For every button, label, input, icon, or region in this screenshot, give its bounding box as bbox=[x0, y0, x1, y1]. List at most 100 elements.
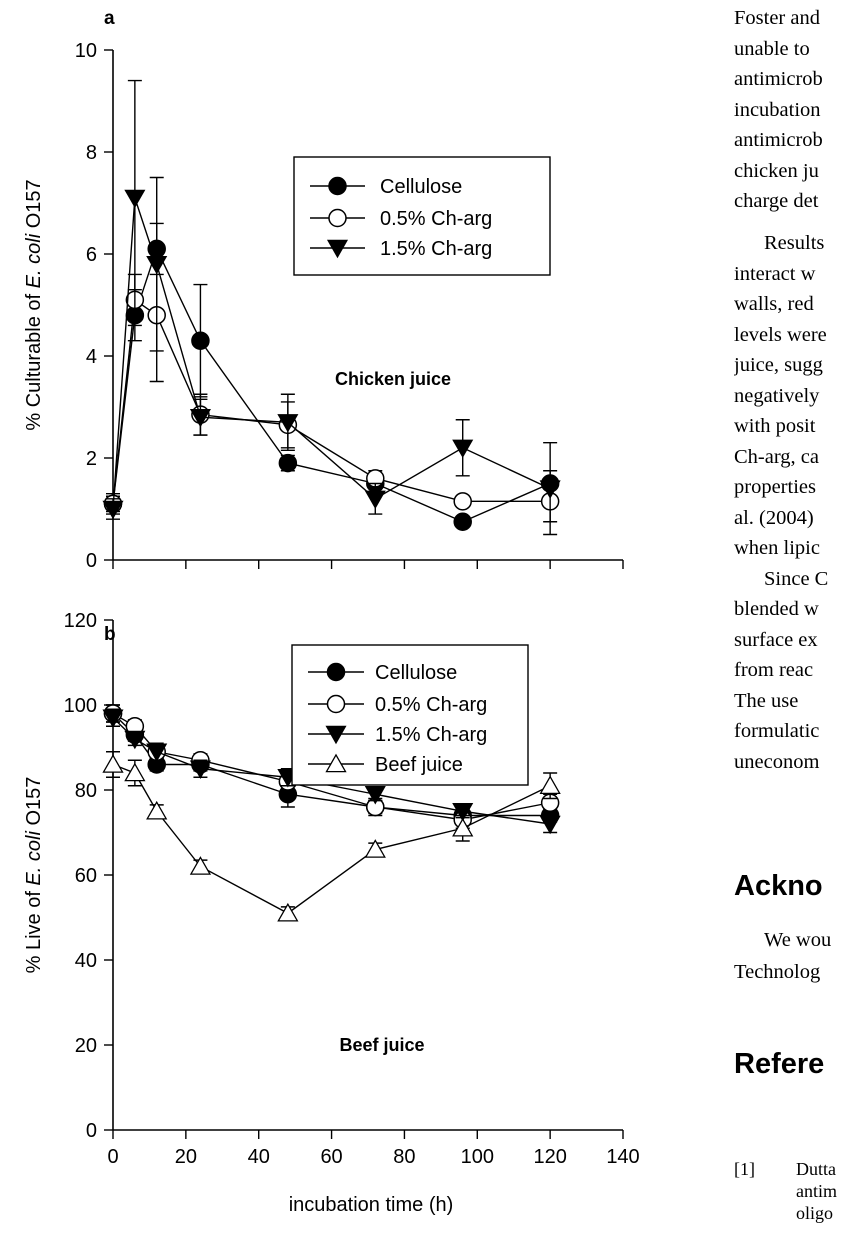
legend-entry: Beef juice bbox=[375, 754, 463, 776]
legend-marker bbox=[328, 176, 347, 196]
body-text-line: Since C bbox=[764, 567, 829, 590]
series-3 bbox=[102, 751, 561, 922]
data-point bbox=[539, 775, 561, 794]
legend-entry: 0.5% Ch-arg bbox=[380, 208, 492, 230]
data-point bbox=[539, 815, 561, 835]
y-tick-label: 0 bbox=[86, 550, 97, 572]
data-point bbox=[146, 743, 168, 762]
x-tick-label: 120 bbox=[533, 1146, 566, 1168]
y-axis-label-part: % Live of bbox=[23, 886, 45, 974]
x-tick-label: 140 bbox=[606, 1146, 639, 1168]
x-axis-label: incubation time (h) bbox=[289, 1194, 454, 1216]
y-axis-label-part: % Culturable of bbox=[23, 288, 45, 430]
series-2 bbox=[102, 79, 561, 536]
series-line bbox=[112, 197, 551, 510]
series-line bbox=[112, 763, 551, 915]
y-tick-label: 100 bbox=[64, 695, 97, 717]
y-tick-label: 8 bbox=[86, 142, 97, 164]
body-text-line: when lipic bbox=[734, 537, 820, 559]
body-text-line: antimicrob bbox=[734, 129, 823, 151]
body-text-line: Results bbox=[764, 232, 825, 254]
legend-marker bbox=[328, 208, 347, 228]
body-text-line: walls, red bbox=[734, 293, 814, 315]
legend-entry: Cellulose bbox=[380, 176, 462, 198]
data-point bbox=[452, 439, 474, 459]
y-tick-label: 10 bbox=[75, 40, 97, 62]
data-point bbox=[146, 800, 168, 820]
body-text-line: antimicrob bbox=[734, 68, 823, 90]
body-text-line: uneconom bbox=[734, 750, 820, 773]
y-tick-label: 6 bbox=[86, 244, 97, 266]
x-tick-label: 20 bbox=[175, 1146, 197, 1168]
x-tick-label: 80 bbox=[393, 1146, 415, 1168]
data-point bbox=[364, 786, 386, 805]
data-point bbox=[364, 490, 386, 510]
y-axis-label-part: E. coli bbox=[23, 831, 45, 886]
y-axis-label-part: O157 bbox=[23, 777, 45, 831]
data-point bbox=[102, 754, 124, 773]
legend-entry: 1.5% Ch-arg bbox=[380, 238, 492, 260]
data-point bbox=[146, 256, 168, 275]
reference-text-line: antim bbox=[796, 1181, 837, 1201]
panel-label: b bbox=[104, 624, 116, 645]
data-point bbox=[189, 856, 212, 875]
body-text-line: unable to bbox=[734, 37, 810, 60]
legend-entry: 1.5% Ch-arg bbox=[375, 724, 487, 746]
data-point bbox=[452, 803, 474, 822]
y-tick-label: 20 bbox=[75, 1035, 97, 1057]
y-tick-label: 80 bbox=[75, 780, 97, 802]
body-text-line: formulatic bbox=[734, 720, 820, 742]
data-point bbox=[452, 817, 474, 837]
data-point bbox=[278, 453, 298, 473]
data-point bbox=[124, 762, 146, 782]
panel-annotation: Beef juice bbox=[339, 1035, 424, 1055]
body-text-line: Foster and bbox=[734, 7, 820, 29]
data-point bbox=[102, 500, 124, 520]
body-text-line: al. (2004) bbox=[734, 506, 814, 529]
series-line bbox=[112, 247, 551, 523]
y-axis-label-part: O157 bbox=[23, 179, 45, 233]
data-point bbox=[453, 492, 472, 511]
y-axis-label: % Live of E. coli O157 bbox=[23, 777, 45, 974]
legend-marker bbox=[326, 662, 346, 682]
body-text-line: charge det bbox=[734, 190, 819, 212]
y-axis-label-part: E. coli bbox=[23, 233, 45, 288]
data-point bbox=[539, 480, 561, 499]
legend-marker bbox=[326, 239, 349, 259]
body-text-line: interact w bbox=[734, 262, 816, 285]
data-point bbox=[124, 189, 146, 209]
body-text-line: We wou bbox=[764, 929, 832, 951]
y-tick-label: 0 bbox=[86, 1120, 97, 1142]
body-text-line: levels were bbox=[734, 323, 827, 346]
x-tick-label: 100 bbox=[461, 1146, 494, 1168]
data-point bbox=[277, 414, 299, 433]
body-text-line: The use bbox=[734, 689, 799, 712]
reference-text-line: Dutta bbox=[796, 1159, 836, 1179]
data-point bbox=[191, 331, 210, 350]
legend-marker bbox=[326, 694, 346, 714]
data-point bbox=[277, 902, 299, 922]
data-point bbox=[124, 730, 146, 750]
legend-marker bbox=[325, 753, 347, 773]
data-point bbox=[189, 409, 211, 428]
data-point bbox=[453, 512, 472, 531]
panel-annotation: Chicken juice bbox=[335, 369, 451, 389]
chart-panel-b: 0 20 40 60 80 100 120 0 20 40 60 80 100 120 140 b % Live… bbox=[23, 610, 640, 1216]
y-tick-label: 40 bbox=[75, 950, 97, 972]
data-point bbox=[364, 839, 386, 858]
body-text-column: Foster and unable to antimicrob incubation a… bbox=[734, 0, 850, 1254]
y-tick-label: 120 bbox=[64, 610, 97, 632]
legend: Cellulose 0.5% Ch-arg 1.5% Ch-arg Beef juic… bbox=[291, 644, 529, 786]
x-tick-label: 60 bbox=[320, 1146, 342, 1168]
body-text-line: with posit bbox=[734, 415, 816, 437]
data-point bbox=[189, 760, 211, 779]
body-text-line: surface ex bbox=[734, 628, 818, 651]
legend: Cellulose 0.5% Ch-arg 1.5% Ch-arg bbox=[293, 156, 551, 276]
series-1 bbox=[103, 248, 560, 523]
body-text-line: properties bbox=[734, 476, 816, 498]
body-text-line: chicken ju bbox=[734, 159, 819, 182]
section-heading-acknowledgements: Ackno bbox=[734, 870, 823, 902]
x-tick-label: 0 bbox=[107, 1146, 118, 1168]
section-heading-references: Refere bbox=[734, 1048, 825, 1080]
